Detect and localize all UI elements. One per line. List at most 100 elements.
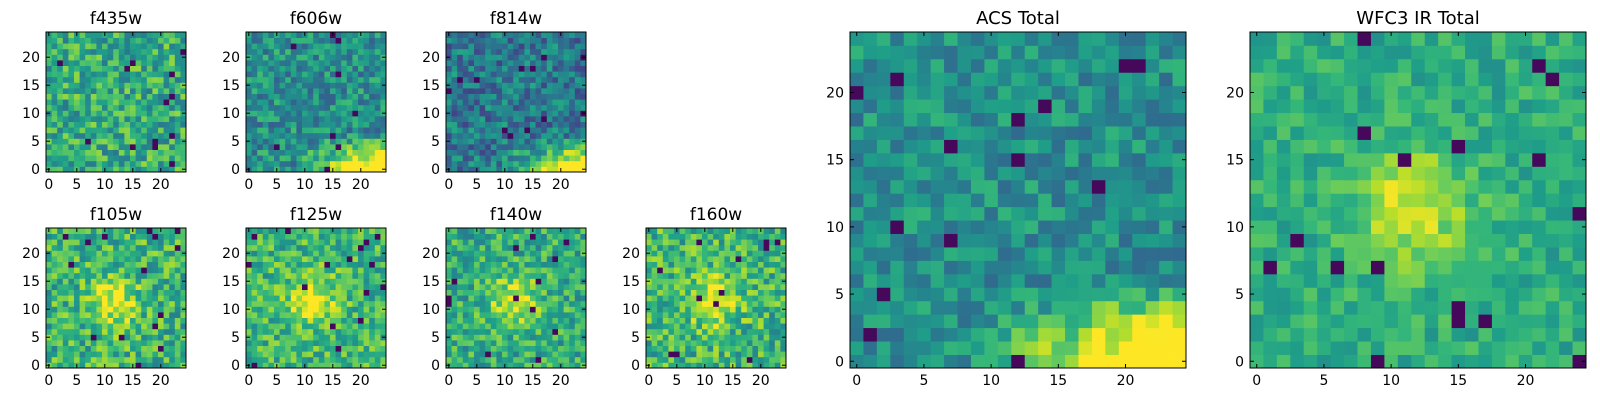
heatmap-cell (290, 256, 297, 262)
heatmap-cell (335, 250, 342, 257)
x-tick-label: 0 (244, 177, 253, 193)
heatmap-cell (146, 228, 153, 234)
heatmap-cell (96, 144, 103, 150)
heatmap-cell (546, 32, 553, 38)
heatmap-cell (307, 244, 314, 251)
heatmap-cell (130, 88, 136, 94)
heatmap-cell (90, 144, 97, 150)
heatmap-cell (118, 110, 125, 117)
heatmap-cell (113, 82, 120, 89)
heatmap-cell (763, 250, 770, 257)
heatmap-cell (524, 306, 531, 313)
heatmap-cell (346, 356, 353, 363)
heatmap-cell (51, 54, 58, 61)
heatmap-cell (358, 328, 364, 335)
heatmap-cell (79, 37, 86, 44)
heatmap-cell (285, 312, 292, 318)
heatmap-cell (262, 160, 269, 167)
heatmap-cell (163, 261, 170, 268)
heatmap-cell (490, 116, 497, 122)
heatmap-cell (324, 362, 331, 369)
heatmap-cell (890, 152, 905, 167)
heatmap-cell (318, 110, 325, 117)
heatmap-cell (152, 144, 159, 150)
heatmap-cell (713, 228, 720, 234)
heatmap-cell (279, 121, 286, 128)
heatmap-cell (713, 362, 720, 369)
heatmap-cell (468, 99, 475, 106)
heatmap-cell (107, 356, 114, 363)
heatmap-cell (74, 155, 80, 162)
heatmap-cell (1051, 287, 1066, 302)
heatmap-cell (970, 247, 985, 261)
heatmap-cell (174, 306, 181, 313)
heatmap-cell (890, 260, 905, 275)
chart-title: f160w (690, 205, 742, 225)
heatmap-cell (970, 152, 985, 167)
heatmap-cell (490, 160, 497, 167)
heatmap-cell (268, 132, 275, 139)
heatmap-cell (651, 261, 658, 268)
heatmap-cell (485, 43, 492, 50)
heatmap-cell (552, 127, 559, 134)
heatmap-cell (124, 261, 131, 268)
heatmap-cell (358, 149, 364, 156)
heatmap-cell (574, 328, 581, 335)
heatmap-cell (1024, 354, 1039, 369)
heatmap-cell (774, 284, 781, 290)
heatmap-cell (262, 127, 269, 134)
heatmap-cell (146, 351, 153, 358)
heatmap-cell (141, 228, 148, 234)
heatmap-cell (1172, 300, 1187, 315)
heatmap-cell (718, 356, 725, 363)
heatmap-cell (1159, 327, 1173, 342)
heatmap-cell (774, 278, 781, 285)
heatmap-cell (279, 351, 286, 358)
heatmap-cell (490, 127, 497, 134)
heatmap-cell (79, 295, 86, 302)
heatmap-cell (51, 155, 58, 162)
heatmap-cell (513, 144, 520, 150)
heatmap-cell (457, 351, 464, 358)
heatmap-cell (774, 345, 781, 352)
x-tick-label: 10 (496, 177, 514, 193)
heatmap-cell (341, 71, 348, 78)
heatmap-cell (468, 54, 475, 61)
heatmap-cell (513, 233, 520, 240)
heatmap-cell (174, 155, 181, 162)
heatmap-cell (917, 341, 932, 355)
heatmap-cell (141, 37, 148, 44)
heatmap-cell (502, 300, 508, 307)
heatmap-cell (380, 261, 387, 268)
heatmap-cell (662, 261, 669, 268)
heatmap-cell (451, 362, 458, 369)
heatmap-cell (518, 289, 525, 296)
heatmap-cell (457, 82, 464, 89)
heatmap-cell (541, 261, 548, 268)
heatmap-cell (569, 144, 576, 150)
heatmap-cell (769, 300, 776, 307)
heatmap-cell (51, 132, 58, 139)
heatmap-cell (262, 99, 269, 106)
heatmap-cell (51, 306, 58, 313)
heatmap-cell (541, 88, 548, 94)
heatmap-cell (118, 278, 125, 285)
heatmap-cell (518, 93, 525, 100)
heatmap-cell (1024, 327, 1039, 342)
heatmap-cell (152, 160, 159, 167)
heatmap-cell (46, 116, 52, 122)
heatmap-cell (451, 244, 458, 251)
heatmap-cell (152, 328, 159, 335)
heatmap-cell (524, 289, 531, 296)
heatmap-cell (657, 317, 664, 324)
heatmap-cell (268, 244, 275, 251)
heatmap-cell (903, 260, 918, 275)
heatmap-cell (313, 244, 320, 251)
heatmap-cell (679, 295, 686, 302)
heatmap-cell (917, 193, 932, 208)
heatmap-cell (74, 256, 80, 262)
heatmap-cell (341, 317, 348, 324)
heatmap-cell (451, 155, 458, 162)
heatmap-cell (85, 272, 92, 279)
heatmap-cell (546, 300, 553, 307)
